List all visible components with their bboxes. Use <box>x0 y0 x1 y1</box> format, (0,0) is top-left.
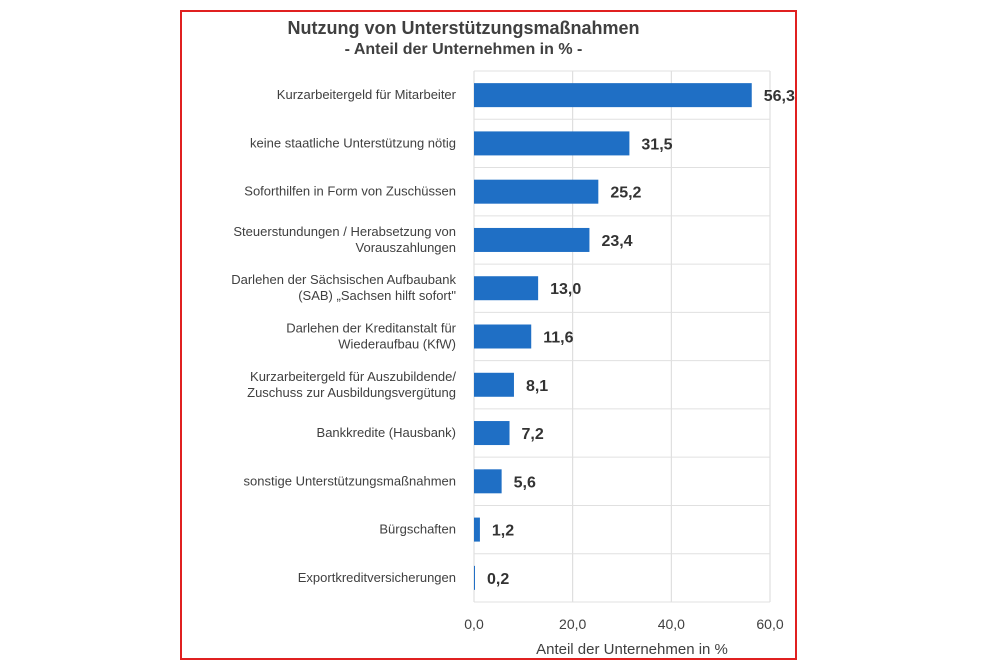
x-tick-label: 20,0 <box>559 616 586 632</box>
bar <box>474 324 532 349</box>
bar <box>474 83 752 108</box>
x-tick-label: 40,0 <box>658 616 685 632</box>
bar <box>474 179 599 204</box>
data-label: 31,5 <box>641 136 672 153</box>
category-label: (SAB) „Sachsen hilft sofort" <box>298 288 456 303</box>
data-label: 13,0 <box>550 281 581 298</box>
bar <box>474 565 475 590</box>
data-label: 56,3 <box>764 88 795 105</box>
category-label: Kurzarbeitergeld für Auszubildende/ <box>250 369 456 384</box>
x-tick-label: 60,0 <box>756 616 783 632</box>
category-label: Vorauszahlungen <box>356 240 456 255</box>
data-label: 11,6 <box>543 330 573 347</box>
data-label: 5,6 <box>514 474 536 491</box>
data-label: 0,2 <box>487 571 509 588</box>
category-label: Bankkredite (Hausbank) <box>317 425 456 440</box>
category-label: sonstige Unterstützungsmaßnahmen <box>244 473 456 488</box>
bar <box>474 227 590 252</box>
category-label: Darlehen der Sächsischen Aufbaubank <box>231 272 456 287</box>
data-label: 23,4 <box>601 233 632 250</box>
x-tick-label: 0,0 <box>464 616 484 632</box>
category-label: Darlehen der Kreditanstalt für <box>286 321 456 336</box>
data-label: 8,1 <box>526 378 548 395</box>
category-label: Wiederaufbau (KfW) <box>338 337 456 352</box>
chart-subtitle: - Anteil der Unternehmen in % - <box>344 41 583 58</box>
bar <box>474 469 502 494</box>
chart-title: Nutzung von Unterstützungsmaßnahmen <box>287 18 640 38</box>
category-label: Steuerstundungen / Herabsetzung von <box>233 224 456 239</box>
bar <box>474 421 510 446</box>
category-label: Kurzarbeitergeld für Mitarbeiter <box>277 87 457 102</box>
data-label: 1,2 <box>492 523 514 540</box>
category-label: Exportkreditversicherungen <box>298 570 456 585</box>
bar <box>474 372 514 397</box>
category-label: Soforthilfen in Form von Zuschüssen <box>244 184 456 199</box>
x-axis-title: Anteil der Unternehmen in % <box>536 641 728 658</box>
bar <box>474 276 539 301</box>
category-label: Bürgschaften <box>379 522 456 537</box>
bar <box>474 517 480 542</box>
bar <box>474 131 630 156</box>
category-label: Zuschuss zur Ausbildungsvergütung <box>247 385 456 400</box>
data-label: 25,2 <box>610 185 641 202</box>
category-label: keine staatliche Unterstützung nötig <box>250 135 456 150</box>
data-label: 7,2 <box>522 426 544 443</box>
